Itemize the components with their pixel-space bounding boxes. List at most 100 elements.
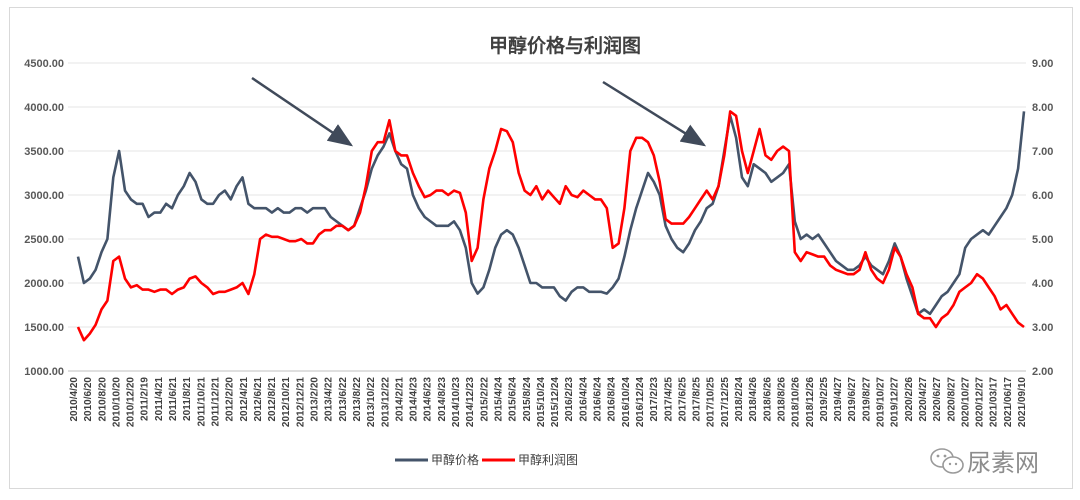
x-tick-label: 2015/2/22	[479, 377, 490, 422]
x-tick-label: 2019/8/27	[861, 377, 872, 422]
x-tick-label: 2021/09/10	[1017, 377, 1028, 427]
x-tick-label: 2012/8/21	[267, 377, 278, 422]
x-tick-label: 2015/8/24	[522, 377, 533, 422]
right-tick-label: 6.00	[1032, 190, 1053, 202]
chart-frame: 甲醇价格与利润图 1000.00 1500.00 2000.00 2500.00 300…	[9, 7, 1073, 489]
legend-label-profit: 甲醇利润图	[518, 452, 578, 467]
legend: 甲醇价格 甲醇利润图	[395, 452, 578, 467]
right-tick-label: 3.00	[1032, 322, 1053, 334]
x-tick-label: 2019/10/27	[876, 377, 887, 427]
x-tick-label: 2021/06/17	[1003, 377, 1014, 427]
x-tick-label: 2012/12/21	[295, 377, 306, 427]
x-tick-label: 2012/6/21	[253, 377, 264, 422]
watermark: 尿素网	[930, 448, 1039, 477]
series-lines	[76, 110, 1026, 342]
x-tick-label: 2020/10/27	[960, 377, 971, 427]
right-tick-label: 4.00	[1032, 278, 1053, 290]
right-tick-label: 5.00	[1032, 234, 1053, 246]
x-tick-label: 2019/12/27	[890, 377, 901, 427]
x-tick-label: 2012/4/21	[239, 377, 250, 422]
annotation-arrow-2013	[251, 76, 354, 147]
x-tick-label: 2021/03/17	[989, 377, 1000, 427]
x-tick-label: 2014/6/23	[423, 377, 434, 422]
wechat-icon	[930, 448, 964, 474]
x-tick-label: 2017/4/25	[663, 377, 674, 422]
left-tick-label: 1500.00	[24, 322, 64, 334]
x-tick-label: 2019/2/25	[819, 377, 830, 422]
x-tick-label: 2011/10/21	[196, 377, 207, 427]
right-tick-label: 7.00	[1032, 146, 1053, 158]
x-axis-ticks: 2010/4/20 2010/6/20 2010/8/20 2010/10/20 201…	[69, 377, 1028, 427]
x-tick-label: 2010/4/20	[69, 377, 80, 422]
x-tick-label: 2015/4/24	[493, 377, 504, 422]
x-tick-label: 2017/6/25	[677, 377, 688, 422]
x-tick-label: 2019/4/27	[833, 377, 844, 422]
x-tick-label: 2013/4/22	[324, 377, 335, 422]
x-tick-label: 2011/12/21	[210, 377, 221, 427]
x-tick-label: 2014/2/21	[394, 377, 405, 422]
right-axis-ticks: 2.00 3.00 4.00 5.00 6.00 7.00 8.00 9.00	[1032, 58, 1053, 378]
x-tick-label: 2014/10/23	[451, 377, 462, 427]
annotation-arrow-2017	[602, 80, 707, 147]
x-tick-label: 2013/12/22	[380, 377, 391, 427]
x-tick-label: 2010/6/20	[83, 377, 94, 422]
gridlines	[68, 62, 1026, 372]
annotation-arrows	[251, 76, 707, 147]
left-tick-label: 3000.00	[24, 190, 64, 202]
x-tick-label: 2013/6/22	[338, 377, 349, 422]
chart-title: 甲醇价格与利润图	[489, 34, 641, 57]
x-tick-label: 2010/8/20	[97, 377, 108, 422]
x-tick-label: 2018/10/26	[791, 377, 802, 427]
left-tick-label: 4000.00	[24, 102, 64, 114]
right-tick-label: 9.00	[1032, 58, 1053, 70]
right-tick-label: 8.00	[1032, 102, 1053, 114]
x-tick-label: 2019/6/27	[847, 377, 858, 422]
x-tick-label: 2015/6/24	[508, 377, 519, 422]
x-tick-label: 2011/4/21	[154, 377, 165, 421]
x-tick-label: 2016/6/24	[593, 377, 604, 422]
x-tick-label: 2014/4/23	[409, 377, 420, 422]
x-tick-label: 2018/2/24	[734, 377, 745, 422]
x-tick-label: 2020/8/27	[946, 377, 957, 422]
left-tick-label: 2000.00	[24, 278, 64, 290]
x-tick-label: 2020/6/27	[932, 377, 943, 422]
x-tick-label: 2013/10/22	[366, 377, 377, 427]
chart-svg: 甲醇价格与利润图 1000.00 1500.00 2000.00 2500.00 300…	[24, 34, 1053, 477]
x-tick-label: 2018/8/26	[776, 377, 787, 422]
series-line-profit	[76, 110, 1025, 342]
x-tick-label: 2011/2/19	[140, 377, 151, 421]
x-tick-label: 2015/12/24	[550, 377, 561, 427]
x-tick-label: 2012/10/21	[281, 377, 292, 427]
right-tick-label: 2.00	[1032, 366, 1053, 378]
x-tick-label: 2017/2/23	[649, 377, 660, 422]
x-tick-label: 2013/8/22	[352, 377, 363, 422]
x-tick-label: 2020/12/27	[975, 377, 986, 427]
x-tick-label: 2018/6/26	[762, 377, 773, 422]
x-tick-label: 2016/8/24	[607, 377, 618, 422]
x-tick-label: 2017/12/25	[720, 377, 731, 427]
x-tick-label: 2014/8/23	[437, 377, 448, 422]
x-tick-label: 2013/2/20	[310, 377, 321, 422]
x-tick-label: 2018/12/26	[805, 377, 816, 427]
left-tick-label: 2500.00	[24, 234, 64, 246]
x-tick-label: 2017/10/25	[706, 377, 717, 427]
left-tick-label: 3500.00	[24, 146, 64, 158]
x-tick-label: 2011/6/21	[168, 377, 179, 421]
x-tick-label: 2015/10/24	[536, 377, 547, 427]
x-tick-label: 2012/2/20	[225, 377, 236, 422]
x-tick-label: 2016/2/23	[564, 377, 575, 422]
x-tick-label: 2020/2/26	[904, 377, 915, 422]
left-tick-label: 4500.00	[24, 58, 64, 70]
x-tick-label: 2017/8/25	[692, 377, 703, 422]
watermark-text: 尿素网	[967, 449, 1039, 477]
x-tick-label: 2016/12/24	[635, 377, 646, 427]
x-tick-label: 2018/4/26	[748, 377, 759, 422]
x-tick-label: 2016/10/24	[621, 377, 632, 427]
left-axis-ticks: 1000.00 1500.00 2000.00 2500.00 3000.00 3500.…	[24, 58, 64, 378]
legend-label-price: 甲醇价格	[431, 452, 479, 467]
x-tick-label: 2010/12/20	[126, 377, 137, 427]
x-tick-label: 2016/4/24	[578, 377, 589, 422]
left-tick-label: 1000.00	[24, 366, 64, 378]
x-tick-label: 2014/12/23	[465, 377, 476, 427]
x-tick-label: 2010/10/20	[111, 377, 122, 427]
